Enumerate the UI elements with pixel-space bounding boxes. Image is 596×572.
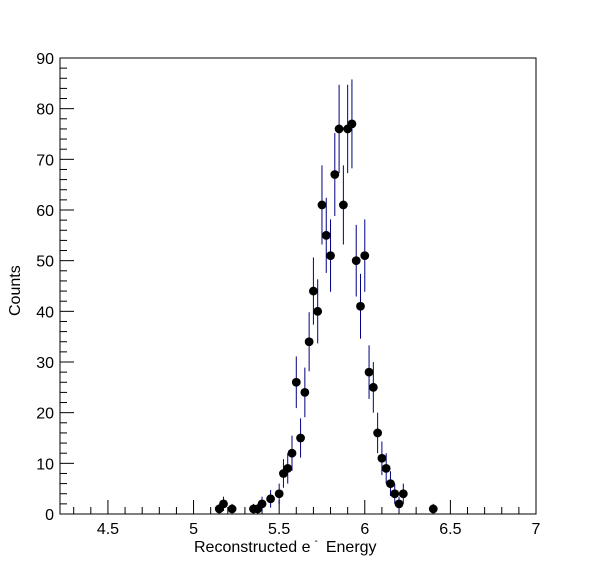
y-axis-title: Counts <box>7 265 24 316</box>
data-point <box>386 479 395 488</box>
data-point <box>334 124 344 134</box>
data-point <box>283 464 293 473</box>
y-tick-label: 70 <box>36 152 54 169</box>
data-point <box>338 200 348 210</box>
x-tick-label: 5 <box>189 521 198 538</box>
data-point <box>356 301 365 311</box>
data-point <box>291 377 301 387</box>
y-tick-label: 40 <box>36 304 54 321</box>
data-point <box>428 504 438 514</box>
x-tick-label: 5.5 <box>268 521 290 538</box>
data-points-group <box>214 119 438 514</box>
data-point <box>296 433 305 443</box>
data-point <box>398 489 408 499</box>
data-point <box>287 448 297 458</box>
data-point <box>326 251 335 260</box>
data-point <box>364 367 374 377</box>
y-tick-label: 10 <box>36 456 54 473</box>
plot-frame <box>59 57 537 515</box>
data-point <box>368 382 378 392</box>
data-point <box>377 453 387 463</box>
data-point <box>381 464 391 473</box>
y-tick-label: 80 <box>36 102 54 119</box>
data-point <box>373 428 383 438</box>
plot-frame-group <box>59 57 537 515</box>
data-point <box>309 286 318 296</box>
data-point <box>313 306 323 316</box>
y-tick-label: 60 <box>36 203 54 220</box>
x-axis-title-superscript: - <box>315 536 318 547</box>
x-tick-label: 4.5 <box>97 521 119 538</box>
data-point <box>304 337 314 347</box>
data-point <box>266 494 276 504</box>
y-tick-label: 30 <box>36 355 54 372</box>
x-axis-title: Reconstructed e - Energy <box>194 536 377 556</box>
data-point <box>321 230 331 240</box>
data-point <box>300 388 310 397</box>
x-tick-label: 7 <box>532 521 541 538</box>
data-point <box>227 504 237 514</box>
data-point <box>219 499 228 509</box>
error-bars-group <box>218 79 434 514</box>
y-tick-label: 20 <box>36 406 54 423</box>
y-tick-label: 90 <box>36 51 54 68</box>
y-tick-label: 0 <box>45 507 54 524</box>
y-tick-label: 50 <box>36 254 54 271</box>
data-point <box>360 251 370 260</box>
data-point <box>274 489 284 499</box>
x-tick-label: 6 <box>360 521 369 538</box>
data-point <box>351 256 361 266</box>
x-axis-title-suffix: Energy <box>326 539 377 556</box>
data-point <box>390 489 400 499</box>
data-point <box>330 170 340 179</box>
x-tick-label: 6.5 <box>439 521 461 538</box>
data-point <box>317 200 327 210</box>
data-point <box>347 119 357 129</box>
data-point <box>394 499 404 509</box>
data-point <box>257 499 267 509</box>
axis-ticks-group <box>60 57 537 515</box>
